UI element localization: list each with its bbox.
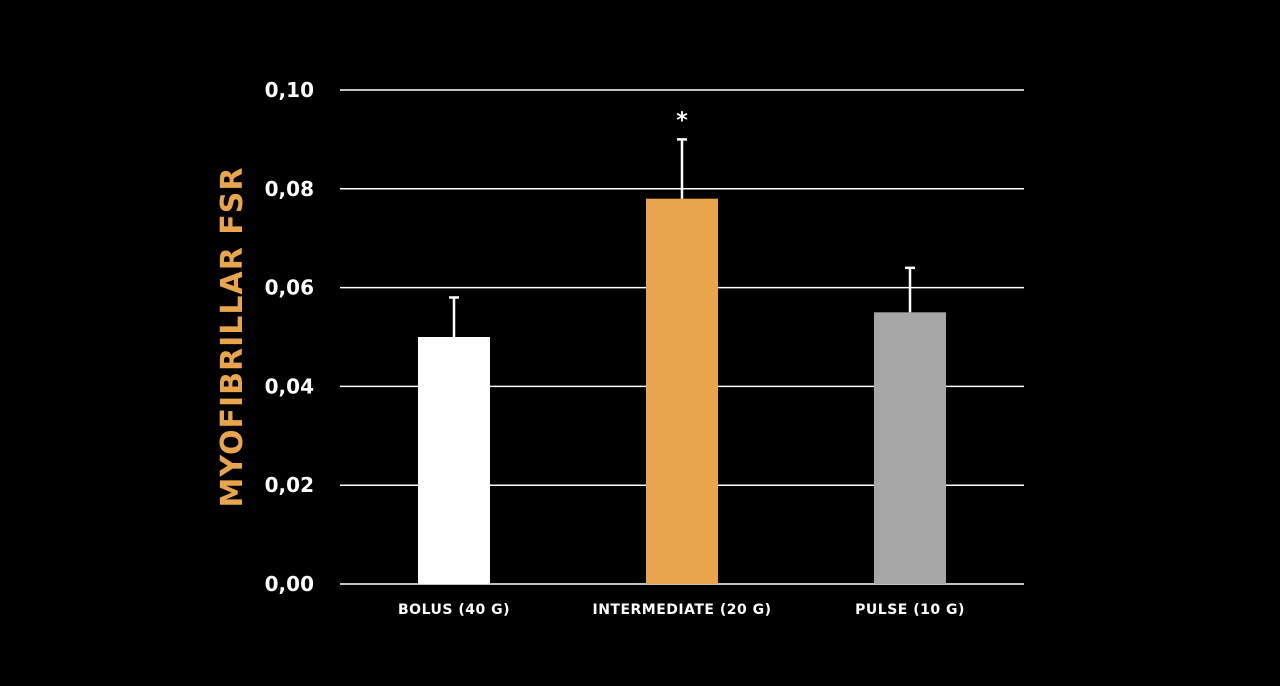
y-tick-label: 0,04 (265, 374, 314, 398)
x-category-label: PULSE (10 G) (855, 602, 965, 618)
y-tick-label: 0,08 (265, 177, 314, 201)
y-tick-label: 0,10 (265, 78, 314, 102)
label-layer: 0,00 0,02 0,04 0,06 0,08 0,10 BOLUS (40 G) * INT… (265, 78, 965, 618)
y-tick-label: 0,06 (265, 276, 314, 300)
x-category-label: INTERMEDIATE (20 G) (592, 602, 771, 618)
bar (874, 312, 946, 584)
y-tick-label: 0,02 (265, 473, 314, 497)
y-axis-title: MYOFIBRILLAR FSR (215, 167, 250, 508)
significance-marker: * (676, 108, 688, 133)
y-tick-label: 0,00 (265, 572, 314, 596)
x-category-label: BOLUS (40 G) (398, 602, 510, 618)
bar (418, 337, 490, 584)
bar-layer (418, 138, 946, 584)
bar (646, 198, 718, 584)
